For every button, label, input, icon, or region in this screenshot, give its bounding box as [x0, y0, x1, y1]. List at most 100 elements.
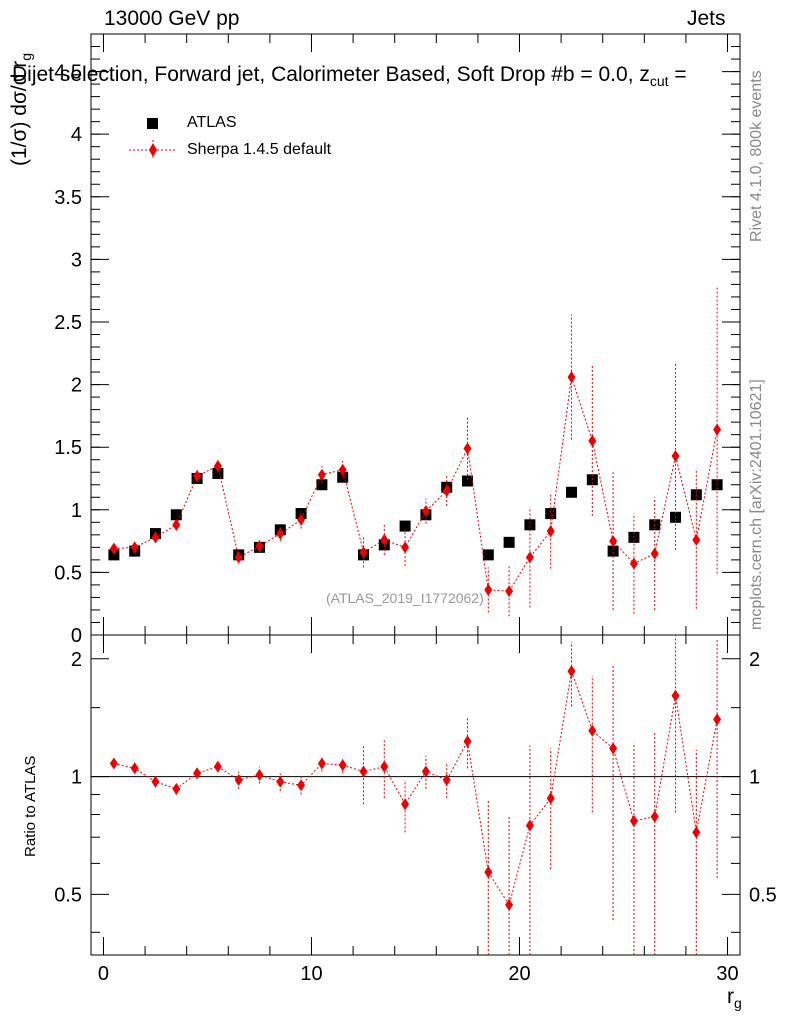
main-ytick-label: 1	[71, 500, 82, 522]
ratio-point	[567, 665, 576, 678]
x-tick-label: 30	[716, 963, 738, 985]
mcplots-label: mcplots.cern.ch [arXiv:2401.10621]	[748, 379, 765, 630]
ratio-point	[338, 759, 347, 772]
sherpa-point	[234, 551, 243, 564]
legend-atlas-marker	[147, 118, 158, 129]
sherpa-point	[109, 542, 118, 555]
sherpa-point	[505, 585, 514, 598]
sherpa-point	[172, 518, 181, 531]
ratio-ytick-label-right: 2	[749, 649, 760, 671]
ratio-point	[609, 742, 618, 755]
x-tick-label: 10	[300, 963, 322, 985]
ratio-ylabel: Ratio to ATLAS	[22, 755, 39, 857]
category-label: Jets	[687, 7, 726, 30]
sherpa-point	[525, 551, 534, 564]
atlas-point	[524, 519, 536, 531]
x-axis-label: rg	[727, 985, 742, 1011]
ratio-point	[692, 826, 701, 839]
ratio-ytick-label: 2	[71, 649, 82, 671]
ratio-ytick-label: 1	[71, 767, 82, 789]
sherpa-point	[629, 557, 638, 570]
atlas-point	[607, 545, 619, 557]
sherpa-point	[463, 442, 472, 455]
ratio-axis-ticks	[91, 658, 740, 933]
main-axis-ticks	[91, 46, 740, 636]
ratio-ytick-label-right: 0.5	[749, 884, 777, 906]
ratio-point	[213, 760, 222, 773]
sherpa-point	[151, 531, 160, 544]
ratio-point	[193, 767, 202, 780]
x-tick-label: 0	[98, 963, 109, 985]
sherpa-point	[338, 463, 347, 476]
legend-atlas-label: ATLAS	[187, 114, 237, 131]
sherpa-point	[692, 533, 701, 546]
legend-sherpa-marker	[149, 143, 157, 157]
sherpa-point	[650, 547, 659, 560]
main-ylabel-text: (1/σ) dσ/d r	[8, 60, 31, 166]
sherpa-point	[421, 505, 430, 518]
main-ytick-label: 4.5	[54, 62, 82, 84]
ratio-point	[380, 760, 389, 773]
sherpa-point	[442, 485, 451, 498]
rivet-version-label: Rivet 4.1.0, 800k events	[748, 70, 765, 242]
ratio-point	[650, 810, 659, 823]
atlas-point	[108, 549, 120, 561]
main-ytick-label: 3	[71, 249, 82, 271]
x-axis-label-sub: g	[734, 995, 742, 1012]
sherpa-point	[671, 449, 680, 462]
sherpa-point	[609, 535, 618, 548]
ratio-point	[713, 713, 722, 726]
sherpa-point	[484, 583, 493, 596]
atlas-point	[295, 508, 307, 520]
sherpa-point	[546, 525, 555, 538]
ratio-point	[130, 762, 139, 775]
atlas-point	[503, 536, 515, 548]
watermark-label: (ATLAS_2019_I1772062)	[326, 590, 484, 606]
ratio-point	[629, 814, 638, 827]
sherpa-point	[297, 513, 306, 526]
ratio-plot-frame	[90, 634, 741, 956]
ratio-point	[588, 724, 597, 737]
atlas-point	[170, 509, 182, 521]
ratio-point	[172, 782, 181, 795]
x-axis-label-text: r	[727, 985, 734, 1008]
ratio-point	[234, 773, 243, 786]
sherpa-point	[359, 546, 368, 559]
ratio-point	[401, 798, 410, 811]
sherpa-point	[213, 459, 222, 472]
sherpa-point	[401, 541, 410, 554]
ratio-point	[255, 768, 264, 781]
main-ytick-label: 2.5	[54, 312, 82, 334]
sherpa-point	[567, 371, 576, 384]
sherpa-point	[380, 533, 389, 546]
atlas-point	[316, 479, 328, 491]
x-axis-ticks	[102, 34, 729, 955]
x-tick-label: 20	[508, 963, 530, 985]
ratio-point	[359, 765, 368, 778]
sherpa-point	[317, 468, 326, 481]
ratio-point	[276, 775, 285, 788]
ratio-point	[151, 775, 160, 788]
ratio-point	[484, 866, 493, 879]
atlas-point	[399, 520, 411, 532]
ratio-point	[442, 773, 451, 786]
ratio-point	[109, 757, 118, 770]
sherpa-point	[713, 423, 722, 436]
ratio-ytick-label: 0.5	[54, 884, 82, 906]
atlas-point	[212, 467, 224, 479]
ratio-point	[297, 779, 306, 792]
ratio-point	[525, 819, 534, 832]
main-ylabel: (1/σ) dσ/d rg	[8, 53, 34, 166]
main-ytick-label: 1.5	[54, 437, 82, 459]
plot-title-sub: cut	[649, 73, 669, 90]
energy-label: 13000 GeV pp	[104, 7, 240, 30]
main-ytick-label: 0.5	[54, 562, 82, 584]
main-ytick-label: 0	[71, 625, 82, 647]
plot-title: Dijet selection, Forward jet, Calorimete…	[12, 63, 687, 89]
ratio-line	[113, 670, 718, 907]
main-ylabel-sub: g	[18, 52, 35, 61]
plot-title-main: Dijet selection, Forward jet, Calorimete…	[12, 63, 650, 86]
ratio-point	[546, 792, 555, 805]
tick-labels-group: 00.511.522.533.544.50.5 0.51 12 20 10 20 30	[54, 62, 777, 985]
ratio-point	[421, 765, 430, 778]
